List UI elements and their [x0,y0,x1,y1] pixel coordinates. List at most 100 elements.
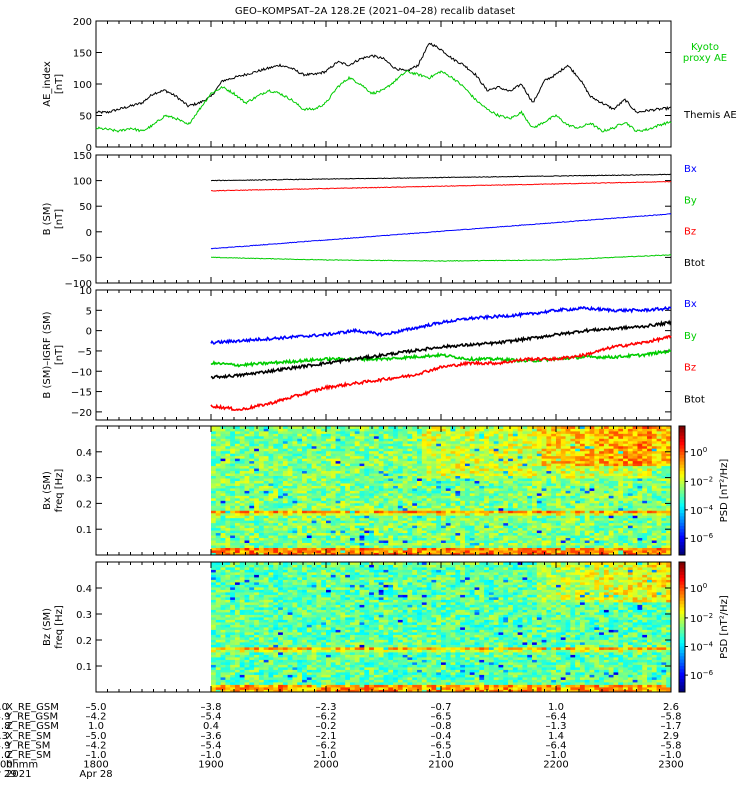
spectrogram-cell [460,440,466,444]
spectrogram-cell [373,430,380,434]
spectrogram-cell [402,433,408,437]
spectrogram-cell [412,505,418,509]
spectrogram-cell [627,495,634,499]
spectrogram-cell [282,552,289,556]
spectrogram-cell [211,473,217,477]
spectrogram-cell [517,530,523,534]
spectrogram-cell [316,492,322,496]
spectrogram-cell [546,550,552,553]
spectrogram-cell [613,428,619,432]
spectrogram-cell [512,535,519,539]
spectrogram-cell [421,478,428,481]
spectrogram-cell [412,552,418,556]
spectrogram-cell [412,517,418,521]
spectrogram-cell [599,530,605,534]
spectrogram-cell [278,515,284,519]
spectrogram-cell [541,547,547,551]
spectrogram-cell [541,507,547,511]
spectrogram-cell [570,547,576,551]
spectrogram-cell [335,530,341,534]
spectrogram-cell [570,428,576,432]
spectrogram-cell [268,483,274,486]
spectrogram-cell [359,517,365,521]
spectrogram-cell [603,530,610,534]
spectrogram-cell [560,473,566,477]
spectrogram-cell [302,507,308,511]
spectrogram-cell [565,430,571,434]
spectrogram-cell [522,450,528,454]
spectrogram-cell [230,453,236,457]
spectrogram-cell [244,448,250,452]
spectrogram-cell [508,532,514,536]
spectrogram-cell [302,445,308,449]
spectrogram-cell [349,530,356,534]
spectrogram-cell [584,547,590,551]
spectrogram-cell [479,483,485,486]
spectrogram-cell [551,470,557,474]
spectrogram-cell [541,527,547,531]
spectrogram-cell [254,507,260,511]
spectrogram-cell [326,453,332,457]
spectrogram-cell [584,445,590,449]
spectrogram-cell [225,445,231,449]
spectrogram-cell [302,525,308,529]
spectrogram-cell [388,475,394,479]
spectrogram-cell [565,453,571,457]
spectrogram-cell [364,435,370,439]
spectrogram-cell [570,542,576,546]
spectrogram-cell [541,463,547,467]
spectrogram-cell [330,490,336,494]
spectrogram-cell [249,535,255,539]
spectrogram-cell [469,488,475,491]
spectrogram-cell [397,448,404,452]
spectrogram-cell [282,450,289,454]
spectrogram-cell [215,507,221,511]
spectrogram-cell [608,522,614,526]
spectrogram-cell [225,527,231,531]
spectrogram-cell [412,438,418,442]
spectrogram-cell [431,455,437,459]
spectrogram-cell [268,550,274,553]
spectrogram-cell [512,433,519,437]
spectrogram-cell [225,480,231,484]
spectrogram-cell [297,515,303,519]
spectrogram-cell [426,502,432,506]
spectrogram-cell [369,428,375,432]
spectrogram-cell [211,440,217,444]
spectrogram-cell [469,535,475,539]
spectrogram-cell [407,426,413,429]
spectrogram-cell [378,428,384,432]
spectrogram-cell [484,465,490,469]
spectrogram-cell [340,455,346,459]
spectrogram-cell [282,547,289,551]
spectrogram-cell [249,463,255,467]
spectrogram-cell [431,460,437,464]
spectrogram-cell [364,520,370,524]
spectrogram-cell [364,443,370,447]
spectrogram-cell [302,490,308,494]
spectrogram-cell [613,426,619,429]
spectrogram-cell [517,428,523,432]
spectrogram-cell [455,530,461,534]
spectrogram-cell [388,502,394,506]
spectrogram-cell [460,502,466,506]
spectrogram-cell [589,485,595,489]
spectrogram-cell [546,517,552,521]
spectrogram-cell [460,490,466,494]
spectrogram-cell [282,428,289,432]
spectrogram-cell [551,545,557,548]
spectrogram-cell [527,426,533,429]
spectrogram-cell [378,515,384,519]
spectrogram-cell [498,550,504,553]
spectrogram-cell [407,522,413,526]
spectrogram-cell [556,505,562,509]
spectrogram-cell [594,490,600,494]
spectrogram-cell [378,463,384,467]
spectrogram-cell [225,453,231,457]
spectrogram-cell [388,525,394,529]
spectrogram-cell [287,450,293,454]
spectrogram-cell [407,545,413,548]
spectrogram-cell [541,490,547,494]
spectrogram-cell [560,542,566,546]
spectrogram-cell [599,478,605,481]
